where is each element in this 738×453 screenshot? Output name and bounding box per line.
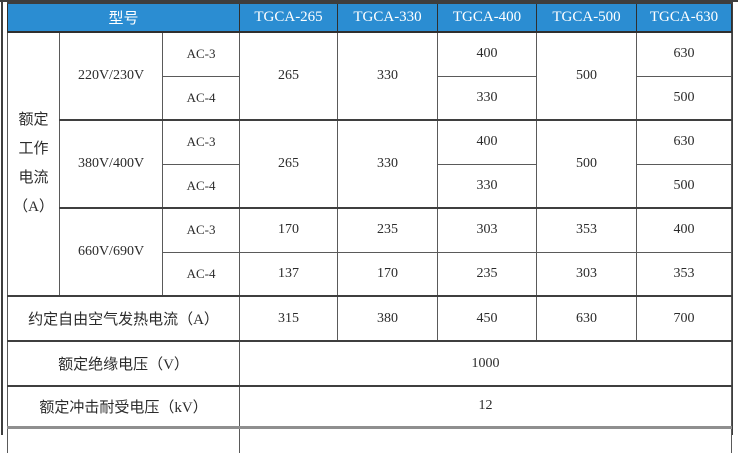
header-model-tgca-400: TGCA-400 [437, 2, 538, 33]
row-insulation-voltage: 额定绝缘电压（V） 1000 [6, 340, 733, 387]
header-model-tgca-265: TGCA-265 [239, 2, 339, 33]
row-220v-ac3: 额定 工作 电流 （A） 220V/230V AC-3 265 330 400 … [7, 31, 733, 297]
insulation-voltage-label: 额定绝缘电压（V） [6, 340, 241, 387]
header-model-tgca-330: TGCA-330 [337, 2, 439, 33]
cell-220v-tgca500: 500 [536, 31, 638, 121]
rated-current-label-line: （A） [13, 199, 54, 215]
cell-660v-ac3-tgca500: 353 [536, 207, 638, 253]
cell-660v-ac3-tgca630: 400 [636, 207, 733, 253]
thermal-current-label: 约定自由空气发热电流（A） [6, 295, 241, 342]
row-380v-ac4: AC-4 330 500 [8, 163, 733, 209]
cell-impulse-voltage-value: 12 [239, 385, 733, 428]
partial-row-label-cell [6, 425, 241, 453]
cell-380v-ac4-tgca400: 330 [437, 163, 538, 209]
cell-380v-ac3-tgca400: 400 [437, 119, 538, 165]
image-left-border [1, 0, 3, 435]
ac3-label-220v: AC-3 [161, 31, 241, 77]
spec-table: 型号 TGCA-265 TGCA-330 TGCA-400 TGCA-500 T… [6, 2, 733, 453]
ac4-label-660v: AC-4 [161, 251, 241, 297]
cell-thermal-tgca400: 450 [437, 295, 538, 342]
header-model-tgca-500: TGCA-500 [536, 2, 638, 33]
row-impulse-voltage: 额定冲击耐受电压（kV） 12 [6, 385, 733, 428]
cell-660v-ac3-tgca330: 235 [337, 207, 439, 253]
header-model-tgca-630: TGCA-630 [636, 2, 733, 33]
cell-380v-ac3-tgca630: 630 [636, 119, 733, 165]
cell-220v-ac3-tgca400: 400 [437, 31, 538, 77]
impulse-voltage-label: 额定冲击耐受电压（kV） [6, 385, 241, 428]
cell-660v-ac4-tgca500: 303 [536, 251, 638, 297]
rated-current-label-line: 额定 [18, 112, 49, 128]
voltage-380v-400v: 380V/400V [59, 119, 163, 209]
image-right-border [731, 0, 733, 435]
cell-thermal-tgca630: 700 [636, 295, 733, 342]
image-top-border [0, 0, 738, 2]
rated-current-label: 额定 工作 电流 （A） [7, 31, 60, 297]
cell-660v-ac4-tgca330: 170 [337, 251, 439, 297]
cell-660v-ac4-tgca265: 137 [239, 251, 339, 297]
cell-380v-tgca330: 330 [337, 119, 439, 209]
cell-220v-ac4-tgca400: 330 [437, 75, 538, 121]
row-660v-ac3: 660V/690V AC-3 170 235 303 353 400 [8, 207, 733, 297]
partial-row-value-cell [239, 425, 733, 453]
cell-660v-ac3-tgca265: 170 [239, 207, 339, 253]
cell-220v-ac4-tgca630: 500 [636, 75, 733, 121]
ac4-label-220v: AC-4 [161, 75, 241, 121]
header-row: 型号 TGCA-265 TGCA-330 TGCA-400 TGCA-500 T… [6, 2, 733, 33]
row-partial-cutoff [6, 425, 733, 453]
cell-thermal-tgca500: 630 [536, 295, 638, 342]
ac3-label-660v: AC-3 [161, 207, 241, 253]
cell-380v-tgca265: 265 [239, 119, 339, 209]
cell-380v-ac4-tgca630: 500 [636, 163, 733, 209]
cell-220v-tgca330: 330 [337, 31, 439, 121]
cell-660v-ac4-tgca400: 235 [437, 251, 538, 297]
cell-220v-tgca265: 265 [239, 31, 339, 121]
rated-current-label-line: 电流 [18, 170, 49, 186]
cell-220v-ac3-tgca630: 630 [636, 31, 733, 77]
cell-thermal-tgca330: 380 [337, 295, 439, 342]
ac4-label-380v: AC-4 [161, 163, 241, 209]
ac3-label-380v: AC-3 [161, 119, 241, 165]
model-label-header: 型号 [6, 2, 241, 33]
rated-current-label-line: 工作 [18, 141, 49, 157]
row-380v-ac3: 380V/400V AC-3 265 330 400 500 630 [8, 119, 733, 209]
row-thermal-current: 约定自由空气发热电流（A） 315 380 450 630 700 [6, 295, 733, 342]
cell-insulation-voltage-value: 1000 [239, 340, 733, 387]
voltage-220v-230v: 220V/230V [59, 31, 163, 121]
cell-660v-ac3-tgca400: 303 [437, 207, 538, 253]
voltage-660v-690v: 660V/690V [59, 207, 163, 297]
cell-thermal-tgca265: 315 [239, 295, 339, 342]
row-660v-ac4: AC-4 137 170 235 303 353 [8, 251, 733, 297]
cell-380v-tgca500: 500 [536, 119, 638, 209]
cell-660v-ac4-tgca630: 353 [636, 251, 733, 297]
